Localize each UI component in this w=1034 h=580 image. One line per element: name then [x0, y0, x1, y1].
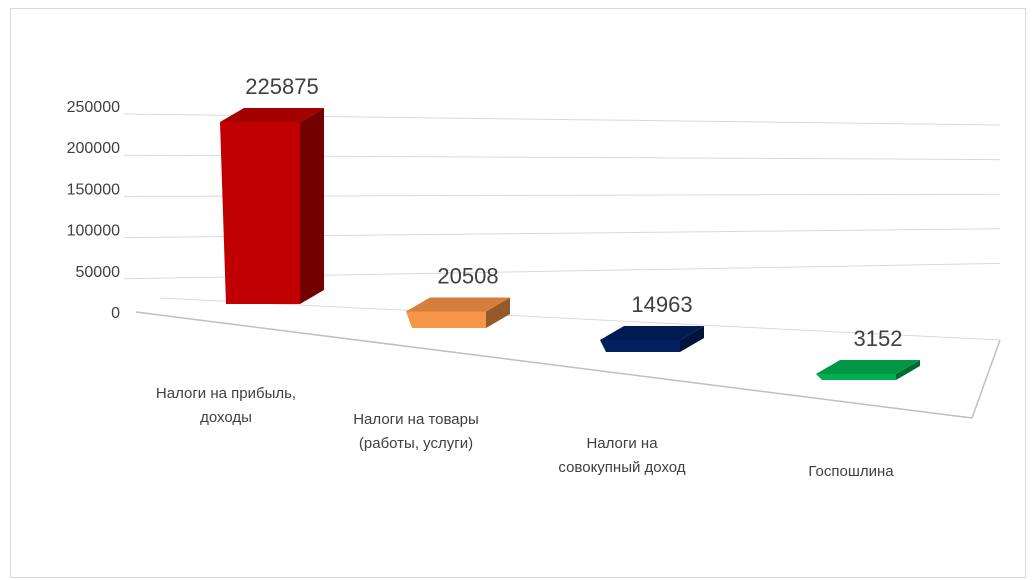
bar-side-face [300, 108, 324, 304]
bar-side-face [896, 360, 920, 380]
floor-front-edge [135, 311, 973, 419]
bar-top-face [816, 360, 920, 374]
bar-top-face [220, 108, 324, 122]
category-label: Налоги на товары [353, 411, 479, 428]
category-label: Налоги на прибыль, [156, 385, 296, 402]
bar-top-face [406, 297, 510, 312]
category-label: Госпошлина [808, 463, 894, 480]
bar-front-face [220, 122, 300, 304]
y-tick-label: 50000 [76, 264, 121, 281]
bar-side-face [680, 325, 704, 352]
bar-top-face [600, 325, 704, 340]
data-label: 14963 [631, 292, 692, 317]
y-tick-label: 200000 [67, 140, 120, 157]
bar-front-face [600, 339, 680, 352]
category-label: (работы, услуги) [359, 435, 473, 452]
data-label: 20508 [437, 263, 498, 288]
y-tick-label: 100000 [67, 223, 120, 240]
bar-front-face [406, 311, 486, 328]
floor-right-edge [971, 339, 1001, 419]
category-label: совокупный доход [558, 459, 685, 476]
data-label: 3152 [854, 326, 903, 351]
chart-frame [10, 8, 1026, 578]
data-label: 225875 [245, 74, 318, 99]
floor-back-edge [159, 297, 1001, 341]
bar-side-face [486, 297, 510, 328]
y-tick-label: 150000 [67, 181, 120, 198]
category-label: Налоги на [586, 435, 658, 452]
bar-front-face [816, 374, 896, 380]
y-tick-label: 0 [111, 305, 120, 322]
labels: 0 50000 100000 150000 200000 250000 225875 2050… [67, 74, 903, 480]
bars [220, 108, 920, 380]
category-label: доходы [200, 409, 252, 426]
y-tick-label: 250000 [67, 99, 120, 116]
